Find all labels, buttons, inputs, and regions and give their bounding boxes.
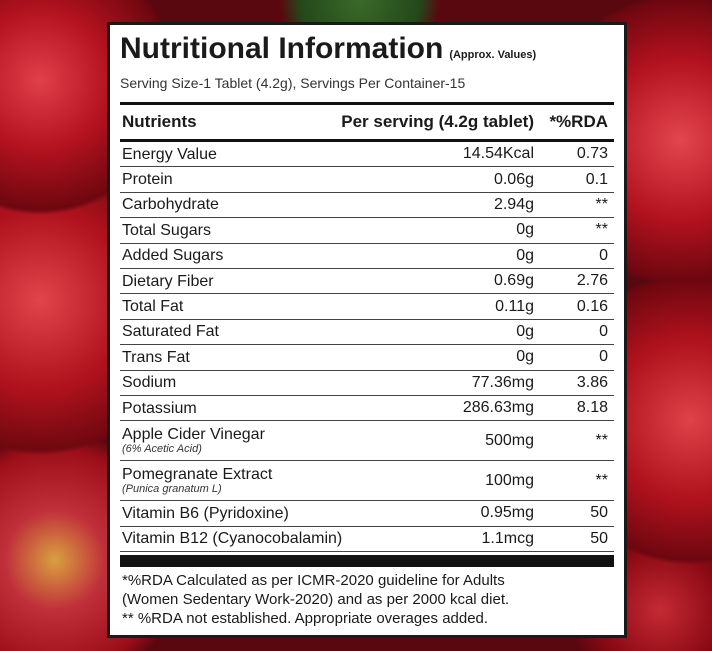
nutrient-value: 0g	[516, 221, 534, 239]
nutrient-name: Sodium	[120, 374, 424, 391]
footnote: ** %RDA not established. Appropriate ove…	[122, 610, 489, 628]
nutrient-rda: **	[595, 431, 608, 449]
table-row: Added Sugars 0g 0	[120, 244, 614, 269]
table-row: Carbohydrate 2.94g **	[120, 193, 614, 219]
nutrient-rda: 0	[599, 348, 608, 366]
nutrient-rda: 2.76	[576, 272, 608, 290]
footnotes: *%RDA Calculated as per ICMR-2020 guidel…	[120, 571, 614, 628]
nutrient-rda: 8.18	[576, 399, 608, 417]
nutrient-label: Protein	[122, 171, 173, 189]
nutrient-name: Energy Value	[120, 146, 424, 163]
nutrient-label: Total Fat	[122, 298, 184, 316]
nutrient-rda: 50	[590, 504, 608, 522]
header-nutrients: Nutrients	[122, 112, 197, 131]
nutrient-rda: **	[595, 221, 608, 239]
nutrient-value: 0.69g	[493, 272, 534, 290]
nutrient-name: Trans Fat	[120, 349, 424, 366]
nutrient-value: 286.63mg	[462, 399, 534, 417]
nutrient-label: Apple Cider Vinegar	[122, 426, 265, 444]
nutrient-sub: (Punica granatum L)	[122, 483, 222, 496]
table-row: Protein 0.06g 0.1	[120, 167, 614, 193]
nutrient-label: Dietary Fiber	[122, 272, 214, 290]
nutrition-label: Nutritional Information (Approx. Values) …	[107, 22, 627, 638]
footnote: *%RDA Calculated as per ICMR-2020 guidel…	[122, 572, 505, 590]
nutrient-rda: 0.1	[585, 170, 608, 188]
nutrient-value: 2.94g	[493, 195, 534, 213]
table-row: Total Sugars 0g **	[120, 218, 614, 244]
table-row: Pomegranate Extract (Punica granatum L) 10…	[120, 461, 614, 502]
serving-info: Serving Size-1 Tablet (4.2g), Servings P…	[120, 75, 466, 91]
nutrient-label: Vitamin B12 (Cyanocobalamin)	[122, 530, 343, 548]
table-header: Nutrients Per serving (4.2g tablet) *%RD…	[120, 102, 614, 142]
nutrient-value: 1.1mcg	[481, 529, 534, 547]
title-text: Nutritional Information	[120, 32, 444, 65]
nutrient-value: 0.95mg	[480, 504, 534, 522]
nutrient-name: Protein	[120, 171, 424, 188]
nutrient-label: Added Sugars	[122, 247, 224, 265]
divider-bar	[120, 555, 614, 568]
nutrient-value: 0g	[516, 246, 534, 264]
header-per-serving: Per serving (4.2g tablet)	[341, 112, 534, 131]
nutrient-value: 100mg	[485, 471, 534, 489]
nutrient-rda: 50	[590, 529, 608, 547]
nutrient-name: Carbohydrate	[120, 196, 424, 213]
nutrient-value: 0g	[516, 322, 534, 340]
label-title: Nutritional Information (Approx. Values)	[120, 31, 614, 73]
nutrient-value: 14.54Kcal	[462, 145, 534, 163]
nutrient-label: Vitamin B6 (Pyridoxine)	[122, 504, 289, 522]
nutrient-name: Pomegranate Extract (Punica granatum L)	[120, 466, 424, 495]
nutrient-name: Vitamin B12 (Cyanocobalamin)	[120, 530, 424, 547]
nutrient-rda: 0.16	[576, 297, 608, 315]
table-row: Saturated Fat 0g 0	[120, 320, 614, 346]
nutrient-value: 0.11g	[495, 297, 534, 315]
table-row: Vitamin B6 (Pyridoxine) 0.95mg 50	[120, 501, 614, 527]
title-note: (Approx. Values)	[449, 49, 537, 61]
nutrient-rda: 3.86	[576, 373, 608, 391]
table-row: Sodium 77.36mg 3.86	[120, 371, 614, 396]
nutrient-name: Saturated Fat	[120, 323, 424, 340]
nutrient-rda: 0.73	[576, 145, 608, 163]
table-row: Total Fat 0.11g 0.16	[120, 294, 614, 320]
table-row: Energy Value 14.54Kcal 0.73	[120, 142, 614, 168]
nutrient-name: Added Sugars	[120, 247, 424, 264]
nutrient-label: Trans Fat	[122, 348, 190, 366]
nutrient-rda: **	[595, 471, 608, 489]
nutrient-value: 500mg	[485, 431, 534, 449]
nutrient-rda: 0	[599, 246, 608, 264]
nutrient-label: Carbohydrate	[122, 196, 219, 214]
nutrient-label: Pomegranate Extract	[122, 466, 273, 484]
nutrient-name: Potassium	[120, 400, 424, 417]
nutrient-name: Total Sugars	[120, 222, 424, 239]
nutrient-value: 0.06g	[493, 170, 534, 188]
nutrient-rda: 0	[599, 322, 608, 340]
nutrient-sub: (6% Acetic Acid)	[122, 443, 202, 456]
nutrient-name: Apple Cider Vinegar (6% Acetic Acid)	[120, 426, 424, 455]
table-row: Apple Cider Vinegar (6% Acetic Acid) 500mg…	[120, 421, 614, 462]
nutrient-rda: **	[595, 195, 608, 213]
table-row: Trans Fat 0g 0	[120, 345, 614, 371]
table-row: Dietary Fiber 0.69g 2.76	[120, 269, 614, 295]
nutrient-name: Vitamin B6 (Pyridoxine)	[120, 505, 424, 522]
table-row: Potassium 286.63mg 8.18	[120, 396, 614, 422]
nutrient-name: Total Fat	[120, 298, 424, 315]
nutrient-value: 0g	[516, 348, 534, 366]
nutrient-value: 77.36mg	[471, 373, 534, 391]
nutrient-label: Potassium	[122, 399, 197, 417]
nutrient-label: Saturated Fat	[122, 323, 219, 341]
nutrient-label: Total Sugars	[122, 221, 211, 239]
footnote: (Women Sedentary Work-2020) and as per 2…	[122, 591, 510, 609]
header-rda: *%RDA	[549, 112, 608, 131]
nutrient-label: Energy Value	[122, 145, 217, 163]
nutrient-name: Dietary Fiber	[120, 273, 424, 290]
table-row: Vitamin B12 (Cyanocobalamin) 1.1mcg 50	[120, 527, 614, 553]
nutrient-table: Energy Value 14.54Kcal 0.73 Protein 0.06g 0.1…	[120, 142, 614, 553]
nutrient-label: Sodium	[122, 374, 177, 392]
